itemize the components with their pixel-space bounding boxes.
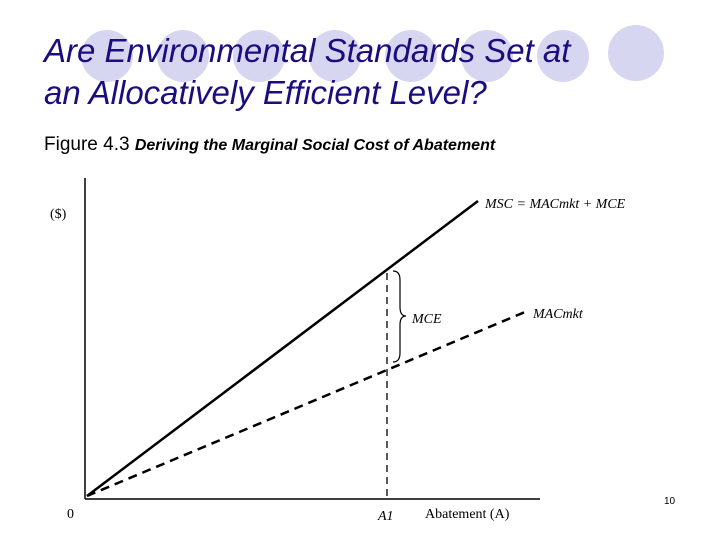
title-line-2: an Allocatively Efficient Level? — [44, 74, 487, 111]
mac-mkt-line — [86, 310, 526, 498]
decor-circle — [608, 25, 664, 81]
msc-label: MSC = MACmkt + MCE — [484, 197, 626, 212]
a1-label: A1 — [377, 509, 394, 524]
decor-circle — [309, 30, 361, 82]
page-number: 10 — [664, 496, 676, 507]
figure-caption: Figure 4.3 Deriving the Marginal Social … — [44, 134, 495, 156]
mce-label: MCE — [411, 312, 442, 327]
figure-number: Figure 4.3 — [44, 134, 130, 155]
msc-line — [86, 200, 479, 497]
origin-label: 0 — [67, 507, 74, 522]
figure-caption-text: Deriving the Marginal Social Cost of Aba… — [134, 137, 496, 154]
decor-circle — [157, 30, 209, 82]
decor-circle — [537, 30, 589, 82]
x-axis-label: Abatement (A) — [425, 507, 510, 522]
title-line-1: Are Environmental Standards Set at — [44, 32, 571, 69]
mce-bracket — [392, 270, 407, 363]
slide-title: Are Environmental Standards Set at an Al… — [44, 30, 704, 114]
decor-circle — [81, 30, 133, 82]
y-axis-label: ($) — [50, 207, 67, 222]
mac-mkt-label: MACmkt — [532, 307, 584, 322]
decor-circle — [385, 30, 437, 82]
decor-circle — [233, 30, 285, 82]
decor-circle — [461, 30, 513, 82]
